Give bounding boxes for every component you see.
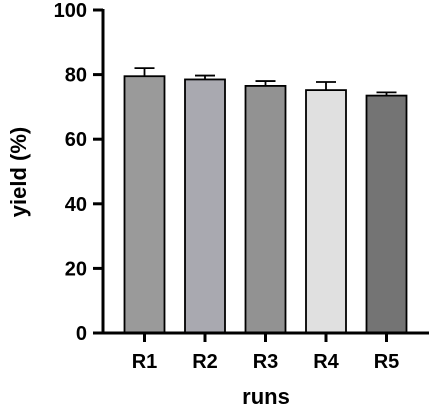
y-tick-label: 40 (65, 194, 87, 216)
x-tick-label-r5: R5 (374, 351, 400, 373)
x-tick-label-r3: R3 (253, 351, 279, 373)
y-axis: 0 20 40 60 80 100 (54, 0, 105, 345)
bar-r5 (365, 94, 408, 334)
y-axis-title: yield (%) (6, 127, 31, 217)
y-tick-label: 80 (65, 65, 87, 87)
x-tick-label-r2: R2 (192, 351, 218, 373)
y-tick-label: 0 (76, 323, 87, 345)
bar-r1 (123, 75, 166, 334)
x-tick-label-r4: R4 (313, 351, 339, 373)
bars-group (123, 67, 408, 334)
x-axis: R1 R2 R3 R4 R5 (101, 331, 429, 373)
x-tick-label-r1: R1 (132, 351, 158, 373)
bar-r2 (184, 78, 226, 334)
x-axis-title: runs (242, 384, 290, 409)
bar-r4 (305, 89, 347, 334)
bar-r3 (244, 85, 287, 334)
y-tick-label: 60 (65, 129, 87, 151)
y-tick-label: 20 (65, 258, 87, 280)
y-tick-label: 100 (54, 0, 87, 22)
